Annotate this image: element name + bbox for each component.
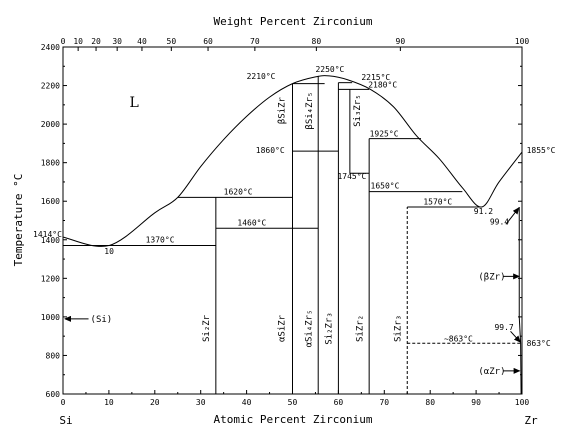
axis-ticks: 0 10 20 30 40 50 60 70 80 90 1000 10 20 30 40 50 60 70 80 9…: [41, 37, 530, 407]
top-tick-label: 90: [396, 37, 406, 46]
top-tick-label: 60: [203, 37, 213, 46]
compound-label: SiZr₂: [355, 315, 365, 342]
temperature-label: 863°C: [527, 339, 551, 348]
x-tick-label: 60: [334, 398, 344, 407]
side-phase-label: (βZr): [478, 272, 505, 282]
y-tick-label: 2000: [41, 120, 60, 129]
x-tick-label: 100: [515, 398, 530, 407]
y-tick-label: 800: [46, 351, 61, 360]
temperature-label: 1745°C: [337, 172, 366, 181]
liquid-label: L: [130, 95, 139, 111]
top-axis-title: Weight Percent Zirconium: [214, 15, 373, 28]
compound-label: SiZr₃: [393, 315, 403, 342]
x-axis-title: Atomic Percent Zirconium: [214, 413, 373, 426]
temperature-label: 1370°C: [146, 236, 175, 245]
temperature-label: 1860°C: [256, 146, 285, 155]
temperature-label: 1570°C: [423, 198, 452, 207]
top-tick-label: 0: [61, 37, 66, 46]
temperature-label: 1620°C: [224, 187, 253, 196]
x-tick-label: 40: [242, 398, 252, 407]
x-tick-label: 70: [379, 398, 389, 407]
temperature-label: 99.4: [490, 218, 509, 227]
top-tick-label: 50: [167, 37, 177, 46]
arrow: [505, 207, 520, 225]
temperature-label: 2215°C: [361, 73, 390, 82]
zr-solvus: [518, 207, 522, 395]
y-tick-label: 2400: [41, 43, 60, 52]
plot-frame: [62, 46, 523, 395]
top-tick-label: 100: [515, 37, 530, 46]
compound-label: βSiZr: [278, 96, 288, 124]
phase-labels: 1414°C 10 1370°C 1620°C 1460°C 2210°C 2250°C 22…: [33, 65, 556, 377]
x-tick-label: 20: [150, 398, 160, 407]
top-tick-label: 20: [91, 37, 101, 46]
x-tick-label: 90: [471, 398, 481, 407]
x-tick-label: 10: [104, 398, 114, 407]
y-tick-label: 1400: [41, 236, 60, 245]
right-endpoint-label: Zr: [524, 414, 538, 427]
compound-label: βSi₄Zr₅: [305, 92, 315, 130]
temperature-label: 1414°C: [33, 230, 62, 239]
x-tick-label: 30: [196, 398, 206, 407]
top-tick-label: 80: [312, 37, 322, 46]
temperature-label: 1925°C: [370, 130, 399, 139]
temperature-label: ~863°C: [444, 335, 473, 344]
top-tick-label: 70: [250, 37, 260, 46]
temperature-label: 99.7: [494, 323, 513, 332]
temperature-label: 1650°C: [371, 182, 400, 191]
y-tick-label: 600: [46, 390, 61, 399]
temperature-label: 2210°C: [247, 72, 276, 81]
x-tick-label: 50: [288, 398, 298, 407]
top-tick-label: 40: [137, 37, 147, 46]
side-phase-label: (αZr): [478, 367, 505, 377]
y-tick-label: 1600: [41, 197, 60, 206]
temperature-label: 2180°C: [368, 80, 397, 89]
compound-label: αSi₄Zr₅: [304, 309, 314, 347]
temperature-label: 1460°C: [237, 218, 266, 227]
y-tick-label: 2200: [41, 82, 60, 91]
liquidus-curve: [62, 75, 523, 247]
y-tick-label: 1200: [41, 274, 60, 283]
phase-boundaries: [62, 75, 523, 395]
arrow: [510, 331, 521, 343]
compound-label: Si₂Zr: [202, 314, 212, 342]
y-tick-label: 1800: [41, 159, 60, 168]
temperature-label: 2250°C: [315, 65, 344, 74]
compound-label: αSiZr: [278, 314, 288, 342]
top-tick-label: 30: [112, 37, 122, 46]
y-tick-label: 1000: [41, 313, 60, 322]
temperature-label: 91.2: [474, 207, 493, 216]
side-phase-label: (Si): [91, 315, 113, 325]
y-axis-title: Temperature °C: [12, 174, 25, 267]
left-endpoint-label: Si: [59, 414, 72, 427]
compound-label: Si₂Zr₃: [325, 312, 335, 345]
temperature-label: 1855°C: [527, 146, 556, 155]
temperature-label: 10: [104, 247, 114, 256]
compound-label: Si₃Zr₅: [353, 94, 363, 127]
x-tick-label: 80: [425, 398, 435, 407]
top-tick-label: 10: [73, 37, 83, 46]
x-tick-label: 0: [61, 398, 66, 407]
